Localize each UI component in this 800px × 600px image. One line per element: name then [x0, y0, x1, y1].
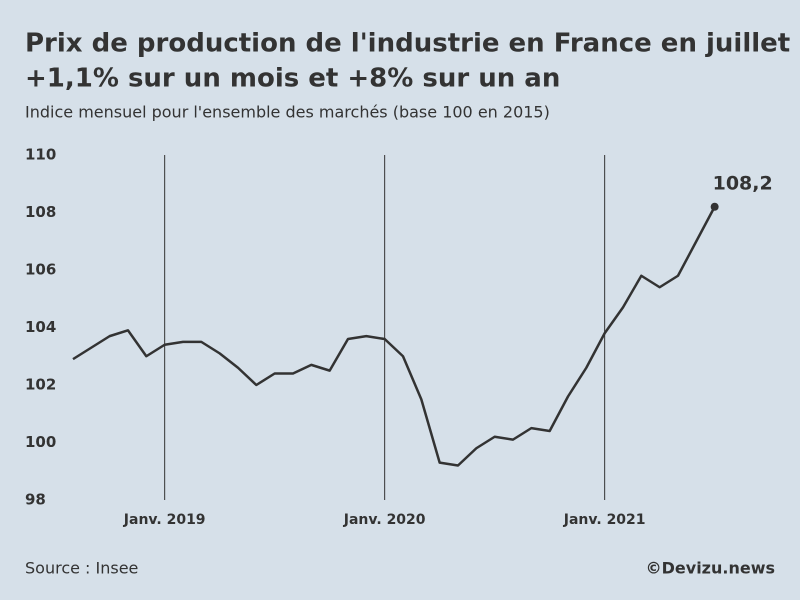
y-tick-label: 100 [25, 433, 56, 451]
y-tick-label: 102 [25, 376, 56, 394]
data-line [72, 206, 716, 467]
x-tick-label: Janv. 2020 [343, 512, 426, 528]
chart-subtitle: Indice mensuel pour l'ensemble des march… [25, 103, 550, 122]
chart-title: Prix de production de l'industrie en Fra… [25, 29, 800, 59]
end-point [710, 202, 719, 211]
chart-title: +1,1% sur un mois et +8% sur un an [25, 64, 560, 94]
source: Source : Insee [25, 559, 138, 578]
y-tick-label: 108 [25, 203, 56, 221]
x-tick-label: Janv. 2019 [123, 512, 206, 528]
x-tick-label: Janv. 2021 [563, 512, 646, 528]
value-label: 108,2 [713, 172, 773, 194]
y-tick-label: 110 [25, 146, 56, 164]
credit: ©Devizu.news [646, 559, 775, 578]
y-tick-label: 98 [25, 491, 46, 509]
y-tick-label: 104 [25, 318, 56, 336]
y-tick-label: 106 [25, 261, 56, 279]
